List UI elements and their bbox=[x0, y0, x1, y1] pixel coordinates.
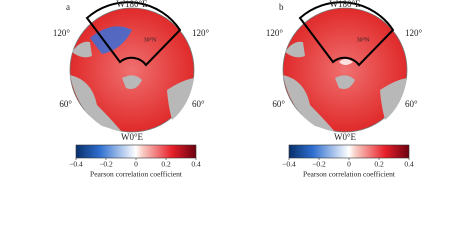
lon-label: 60° bbox=[405, 99, 418, 109]
map-panel: 30°N b W180°E W0°E 120° 120° 60° 60° −0.4 −0.2 0 0.… bbox=[266, 0, 423, 179]
panel-label: b bbox=[279, 2, 284, 12]
negative-region bbox=[90, 26, 132, 54]
colorbar-tick-label: −0.4 bbox=[69, 160, 83, 169]
land bbox=[122, 75, 142, 89]
land bbox=[167, 78, 194, 120]
land bbox=[283, 75, 335, 132]
colorbar-tick-label: −0.4 bbox=[282, 160, 296, 169]
colorbar bbox=[75, 144, 197, 159]
lon-label: 120° bbox=[405, 28, 423, 38]
latitude-label: 30°N bbox=[144, 36, 157, 43]
negative-region bbox=[339, 59, 353, 65]
land bbox=[380, 78, 407, 120]
land bbox=[70, 75, 122, 132]
lon-label: 60° bbox=[192, 99, 205, 109]
lon-label: 60° bbox=[59, 99, 72, 109]
colorbar bbox=[288, 144, 410, 159]
lon-label: 120° bbox=[192, 28, 210, 38]
colorbar-tick-label: −0.2 bbox=[99, 160, 113, 169]
lon-label: W0°E bbox=[334, 132, 357, 142]
colorbar-label: Pearson correlation coefficient bbox=[90, 170, 183, 179]
lon-label: W0°E bbox=[121, 132, 144, 142]
colorbar-label: Pearson correlation coefficient bbox=[303, 170, 396, 179]
figure: 30°N a W180°E W0°E 120° 120° 60° 60° −0.4 −0.2 0 0.… bbox=[53, 0, 423, 179]
latitude-label: 30°N bbox=[357, 36, 370, 43]
panel-label: a bbox=[66, 2, 70, 12]
colorbar-tick-label: 0.2 bbox=[161, 160, 171, 169]
lon-label: 60° bbox=[272, 99, 285, 109]
colorbar-tick-label: 0 bbox=[347, 160, 351, 169]
ocean bbox=[282, 7, 408, 133]
colorbar-tick-label: −0.2 bbox=[312, 160, 326, 169]
study-sector bbox=[85, 1, 182, 67]
colorbar-tick-label: 0 bbox=[134, 160, 138, 169]
lon-label: 120° bbox=[53, 28, 71, 38]
study-sector bbox=[298, 1, 395, 67]
land bbox=[335, 75, 355, 89]
lon-label: 120° bbox=[266, 28, 284, 38]
colorbar-tick-label: 0.2 bbox=[374, 160, 384, 169]
colorbar-tick-label: 0.4 bbox=[404, 160, 414, 169]
lon-label: W180°E bbox=[116, 0, 148, 9]
lon-label: W180°E bbox=[329, 0, 361, 9]
land bbox=[72, 41, 92, 58]
colorbar-tick-label: 0.4 bbox=[191, 160, 201, 169]
map-panel: 30°N a W180°E W0°E 120° 120° 60° 60° −0.4 −0.2 0 0.… bbox=[53, 0, 210, 179]
land bbox=[285, 41, 305, 58]
